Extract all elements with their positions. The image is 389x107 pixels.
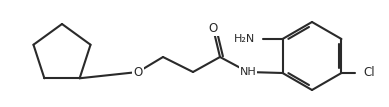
- Text: NH: NH: [240, 67, 256, 77]
- Text: O: O: [133, 65, 143, 79]
- Text: O: O: [209, 22, 217, 34]
- Text: Cl: Cl: [363, 66, 375, 80]
- Text: H₂N: H₂N: [234, 34, 256, 44]
